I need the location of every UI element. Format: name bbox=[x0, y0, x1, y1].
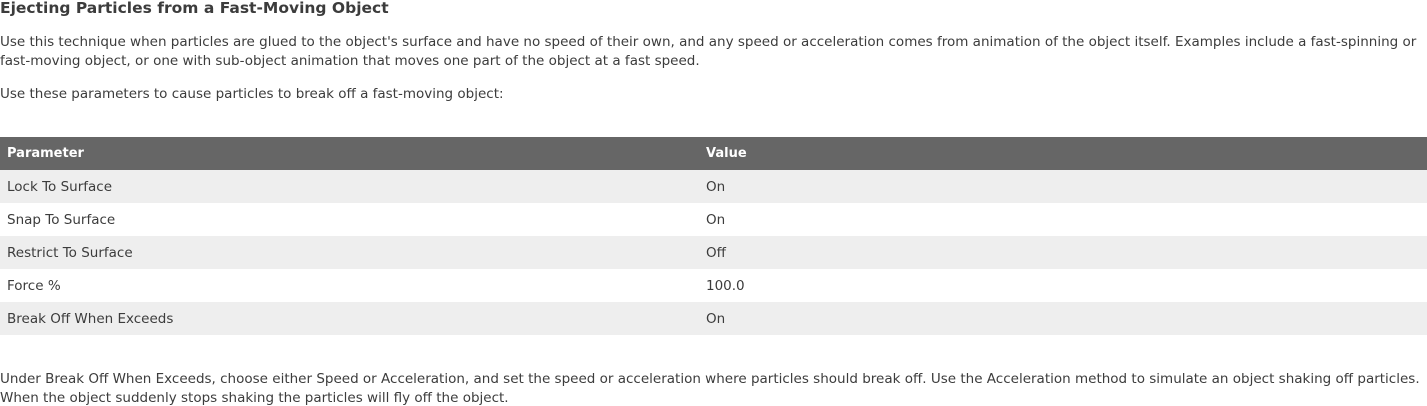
parameter-name-cell: Snap To Surface bbox=[0, 203, 699, 236]
parameter-name-cell: Break Off When Exceeds bbox=[0, 302, 699, 335]
parameter-name-cell: Restrict To Surface bbox=[0, 236, 699, 269]
parameter-name-cell: Lock To Surface bbox=[0, 170, 699, 203]
column-header-value: Value bbox=[699, 137, 1427, 170]
parameter-value-cell: On bbox=[699, 203, 1427, 236]
table-row: Snap To Surface On bbox=[0, 203, 1427, 236]
column-header-parameter: Parameter bbox=[0, 137, 699, 170]
section-heading: Ejecting Particles from a Fast-Moving Ob… bbox=[0, 0, 389, 17]
table-row: Force % 100.0 bbox=[0, 269, 1427, 302]
parameters-lead-paragraph: Use these parameters to cause particles … bbox=[0, 86, 504, 102]
parameter-value-cell: On bbox=[699, 170, 1427, 203]
parameter-value-cell: 100.0 bbox=[699, 269, 1427, 302]
intro-paragraph: Use this technique when particles are gl… bbox=[0, 34, 1417, 69]
table-row: Restrict To Surface Off bbox=[0, 236, 1427, 269]
parameter-value-cell: On bbox=[699, 302, 1427, 335]
parameters-table: Parameter Value Lock To Surface On Snap … bbox=[0, 137, 1427, 335]
parameter-name-cell: Force % bbox=[0, 269, 699, 302]
table-row: Lock To Surface On bbox=[0, 170, 1427, 203]
table-row: Break Off When Exceeds On bbox=[0, 302, 1427, 335]
table-header-row: Parameter Value bbox=[0, 137, 1427, 170]
parameter-value-cell: Off bbox=[699, 236, 1427, 269]
closing-paragraph: Under Break Off When Exceeds, choose eit… bbox=[0, 371, 1420, 406]
